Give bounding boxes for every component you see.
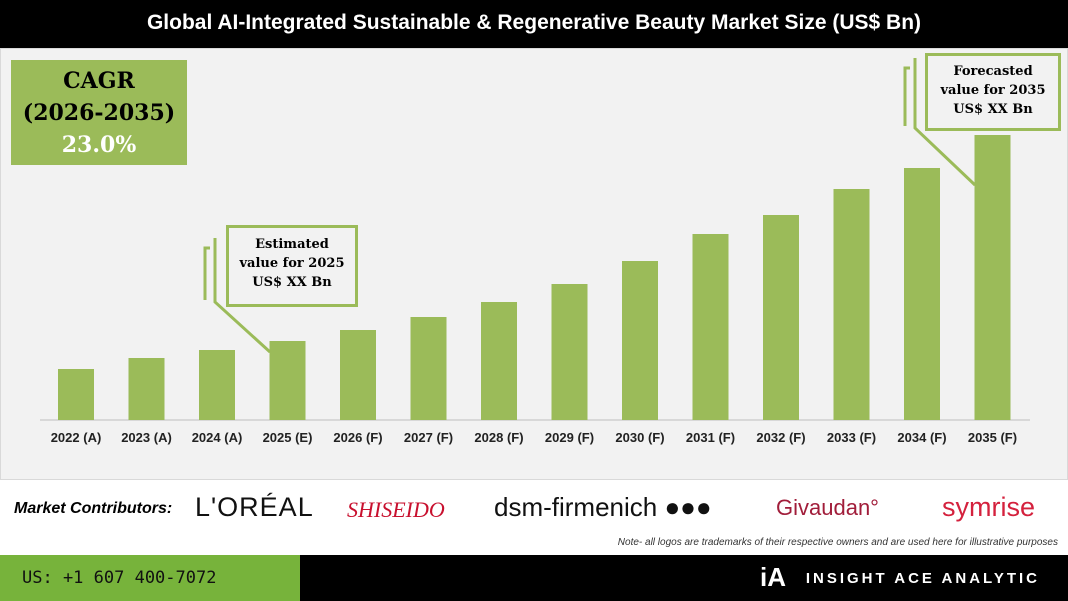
- x-tick-label: 2026 (F): [333, 430, 382, 445]
- callout-line: Forecasted: [953, 64, 1033, 79]
- brand-logo-icon: iA: [760, 562, 786, 592]
- callout-pointer: [203, 246, 210, 300]
- chart-title: Global AI-Integrated Sustainable & Regen…: [0, 0, 1068, 48]
- x-tick-label: 2023 (A): [121, 430, 172, 445]
- x-tick-label: 2030 (F): [615, 430, 664, 445]
- callout-line: US$ XX Bn: [953, 102, 1033, 117]
- callout-estimated: Estimated value for 2025 US$ XX Bn: [226, 225, 358, 307]
- callout-pointer: [213, 238, 272, 354]
- callout-forecasted: Forecasted value for 2035 US$ XX Bn: [925, 53, 1061, 131]
- bar: [340, 330, 376, 420]
- bar: [410, 317, 447, 420]
- x-tick-label: 2022 (A): [51, 430, 102, 445]
- bar: [763, 215, 799, 420]
- callout-line: Estimated: [255, 237, 329, 252]
- x-tick-label: 2033 (F): [827, 430, 876, 445]
- bar: [622, 261, 658, 420]
- x-tick-label: 2034 (F): [897, 430, 946, 445]
- cagr-value: 23.0%: [61, 132, 137, 158]
- bar: [904, 168, 940, 420]
- phone-number: US: +1 607 400-7072: [0, 555, 300, 601]
- x-tick-label: 2025 (E): [263, 430, 313, 445]
- logo-symrise: symrise: [942, 492, 1035, 522]
- contributors-label: Market Contributors:: [14, 500, 173, 517]
- x-tick-label: 2028 (F): [474, 430, 523, 445]
- trademark-note: Note- all logos are trademarks of their …: [617, 537, 1058, 548]
- bar: [481, 302, 517, 420]
- callout-line: value for 2035: [940, 83, 1046, 98]
- bar: [128, 358, 165, 420]
- logo-dsm-firmenich: dsm-firmenich ●●●: [494, 492, 712, 522]
- bar: [199, 350, 235, 420]
- callout-line: US$ XX Bn: [252, 275, 332, 290]
- cagr-box: CAGR (2026-2035) 23.0%: [11, 60, 187, 165]
- bar: [692, 234, 729, 420]
- callout-line: value for 2025: [239, 256, 345, 271]
- callout-pointer: [913, 58, 977, 187]
- callout-pointer: [903, 66, 910, 126]
- x-tick-label: 2032 (F): [756, 430, 805, 445]
- bar-chart: 2022 (A) 2023 (A) 2024 (A) 2025 (E) 2026 (F)…: [40, 58, 1030, 445]
- x-tick-label: 2031 (F): [686, 430, 735, 445]
- bar: [269, 341, 306, 420]
- bar: [551, 284, 588, 420]
- logo-shiseido: SHISEIDO: [347, 497, 445, 522]
- cagr-period: (2026-2035): [22, 100, 176, 126]
- x-tick-label: 2027 (F): [404, 430, 453, 445]
- footer-bar: [300, 555, 1068, 601]
- brand-name: INSIGHT ACE ANALYTIC: [805, 570, 1040, 587]
- logo-loreal: L'ORÉAL: [195, 492, 314, 522]
- x-tick-label: 2029 (F): [545, 430, 594, 445]
- bar: [974, 135, 1011, 420]
- cagr-label: CAGR: [63, 68, 135, 94]
- x-tick-label: 2035 (F): [968, 430, 1017, 445]
- logo-givaudan: Givaudan°: [776, 495, 879, 520]
- bar: [58, 369, 94, 420]
- x-tick-label: 2024 (A): [192, 430, 243, 445]
- bar: [833, 189, 870, 420]
